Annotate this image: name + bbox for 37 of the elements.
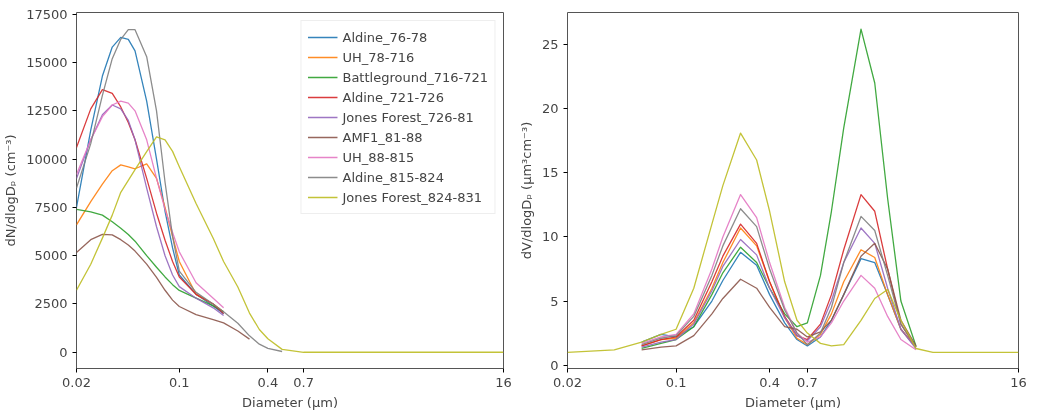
x-tick-label: 16	[495, 374, 512, 390]
x-tick-label: 0.1	[168, 374, 190, 390]
legend-label: Aldine_815-824	[342, 169, 444, 185]
y-axis-title: dN/dlogDₚ (cm⁻³)	[3, 134, 19, 247]
legend-label: UH_78-716	[342, 49, 415, 65]
legend-label: Jones Forest_726-81	[342, 109, 474, 125]
x-axis-title: Diameter (μm)	[745, 394, 841, 410]
y-tick-label: 15	[541, 165, 559, 181]
y-tick-label: 2500	[34, 296, 68, 312]
y-tick-label: 10000	[26, 151, 68, 167]
x-tick-label: 0.7	[797, 374, 818, 390]
y-tick-label: 5000	[34, 248, 68, 264]
y-tick-label: 0	[59, 344, 68, 360]
y-tick-label: 20	[541, 101, 559, 117]
y-tick-label: 10	[541, 229, 559, 245]
x-tick-label: 0.1	[665, 374, 687, 390]
x-axis-title: Diameter (μm)	[242, 394, 338, 410]
x-tick-label: 0.02	[62, 374, 91, 390]
x-tick-label: 0.02	[553, 374, 582, 390]
y-tick-label: 25	[541, 37, 559, 53]
legend-label: Jones Forest_824-831	[342, 189, 483, 205]
legend-label: Aldine_76-78	[342, 29, 428, 45]
x-tick-label: 16	[1010, 374, 1027, 390]
legend-label: UH_88-815	[342, 149, 415, 165]
x-tick-label: 0.4	[257, 374, 279, 390]
legend-label: Aldine_721-726	[342, 89, 444, 105]
x-tick-label: 0.4	[759, 374, 780, 390]
y-tick-label: 0	[550, 357, 559, 373]
legend-label: AMF1_81-88	[342, 129, 423, 145]
y-tick-label: 12500	[26, 103, 68, 119]
x-tick-label: 0.7	[293, 374, 314, 390]
y-tick-label: 7500	[34, 199, 68, 215]
y-axis-title: dV/dlogDₚ (μm³cm⁻³)	[518, 121, 534, 260]
y-tick-label: 5	[550, 293, 559, 309]
y-tick-label: 15000	[26, 55, 68, 71]
legend-label: Battleground_716-721	[342, 69, 488, 85]
y-tick-label: 17500	[26, 6, 68, 22]
